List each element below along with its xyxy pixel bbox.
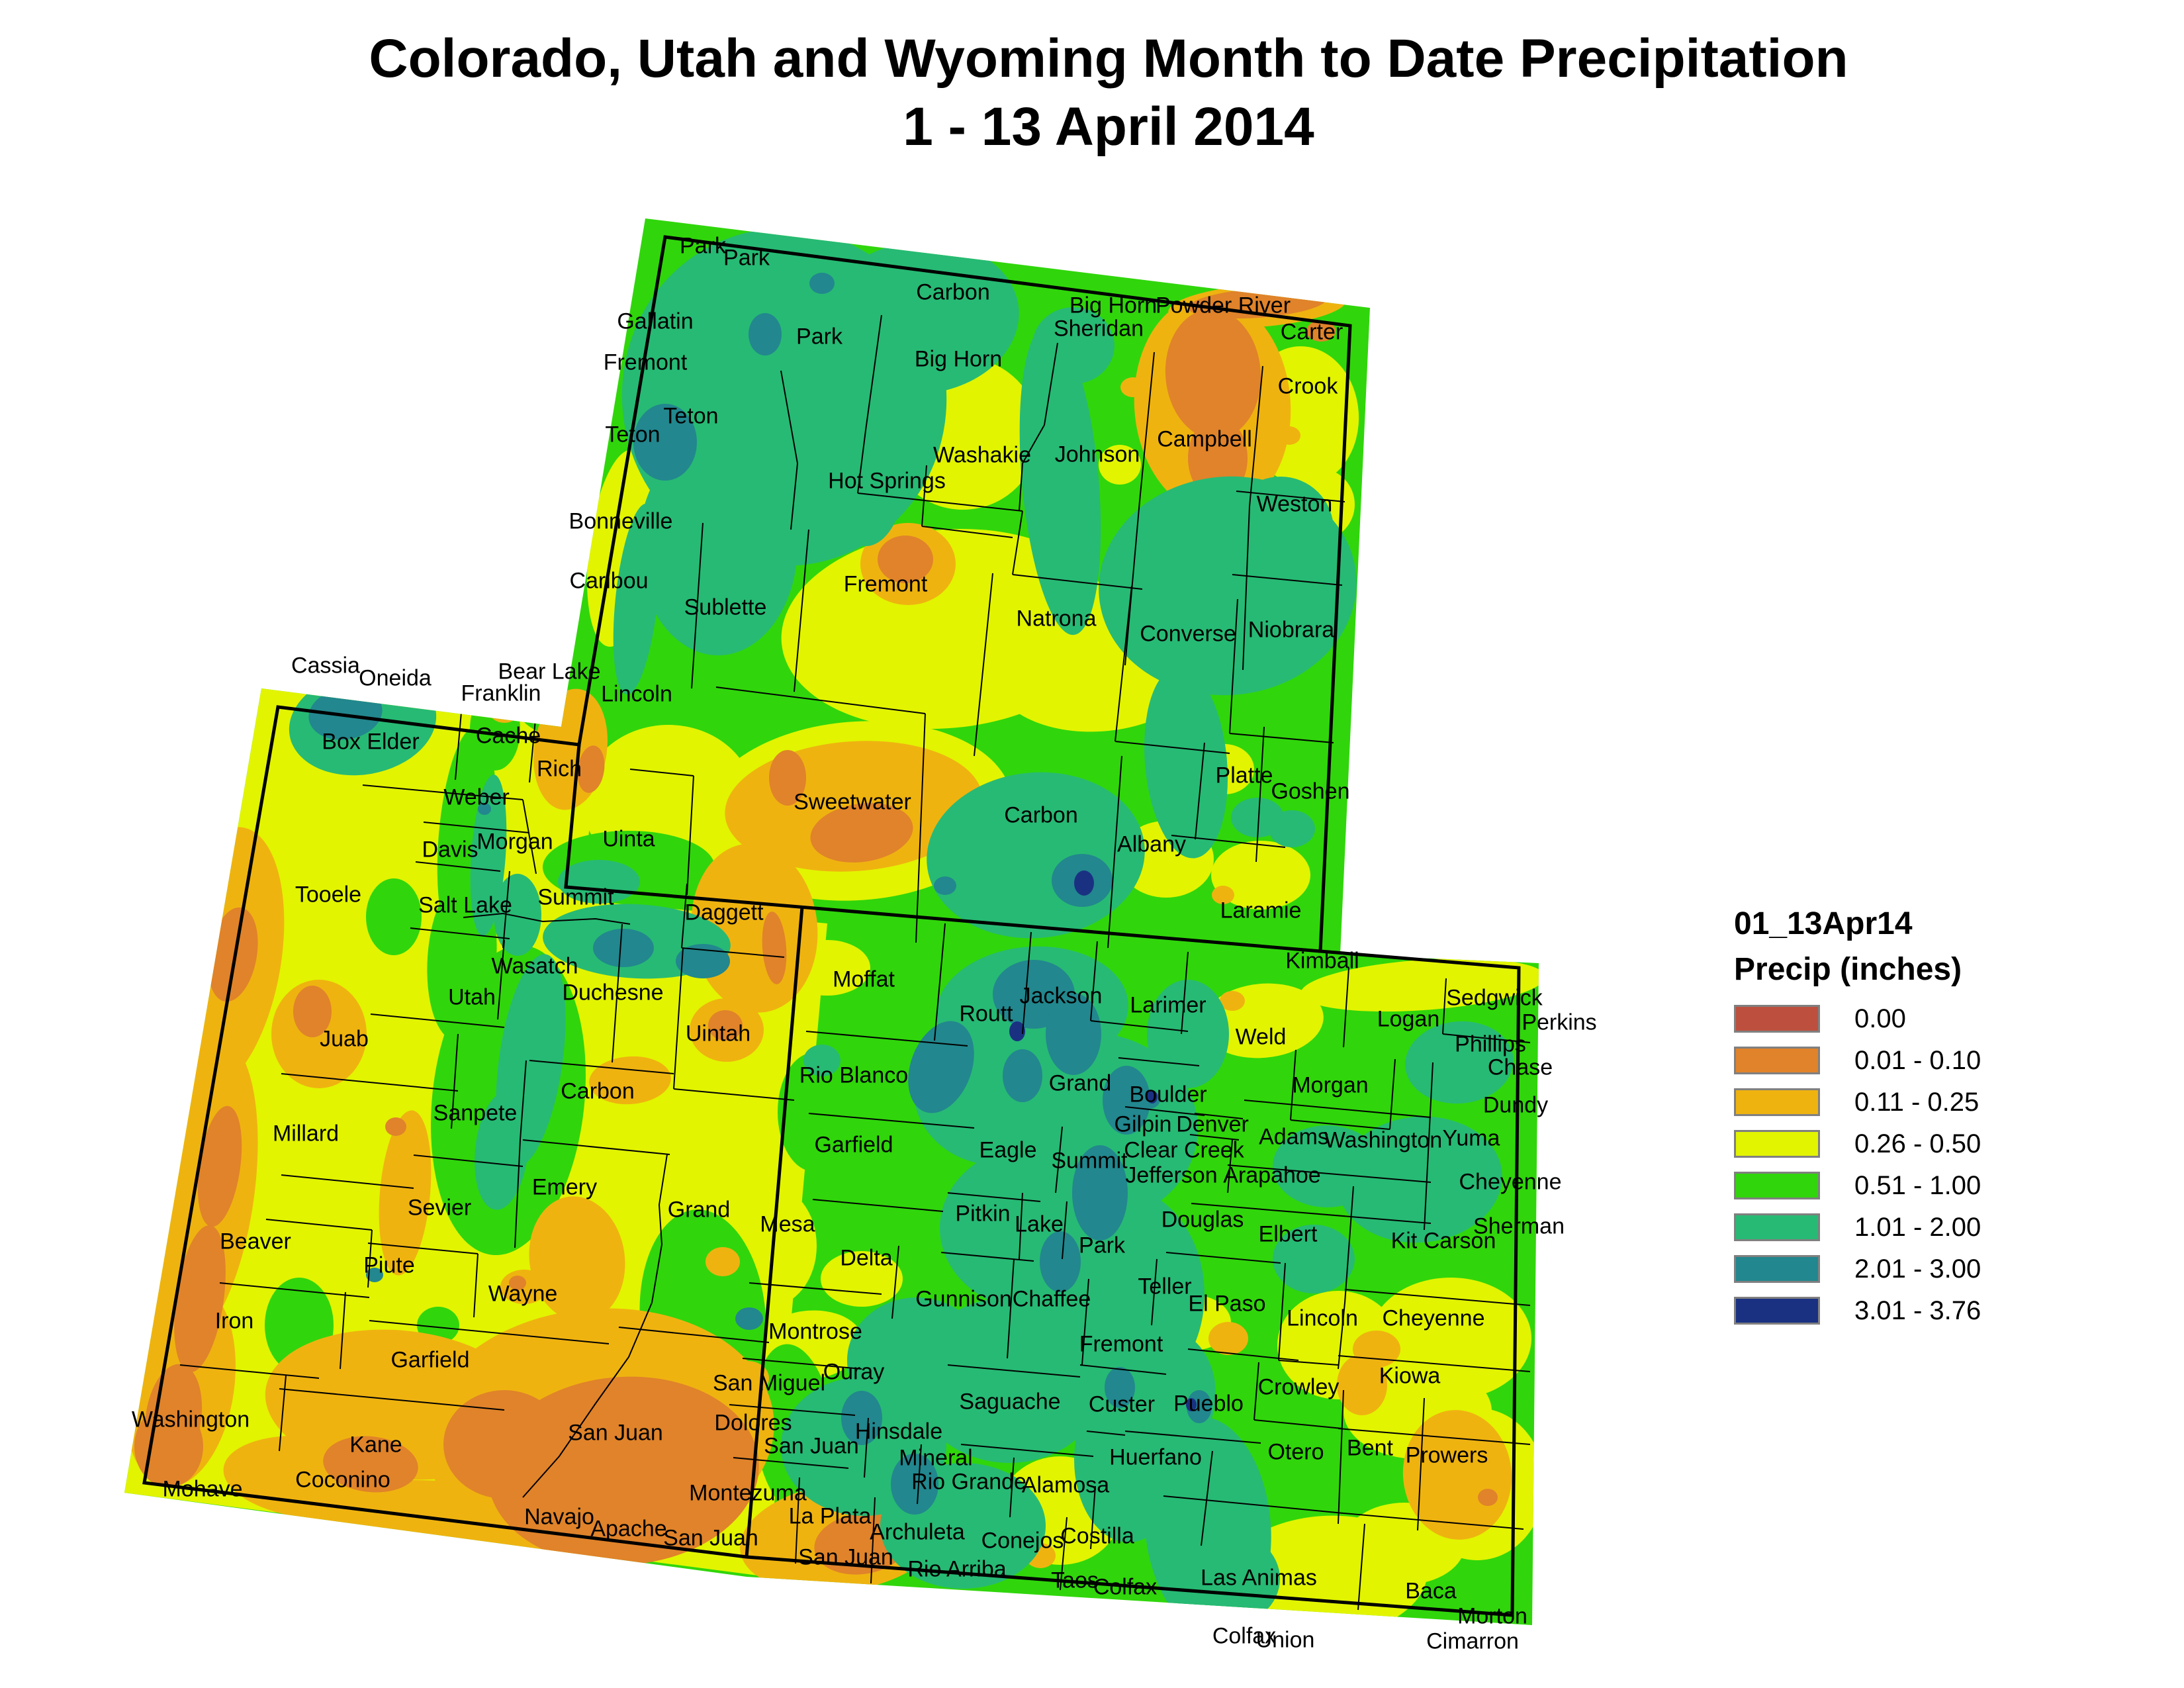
legend-swatch	[1734, 1005, 1820, 1033]
legend-item-label: 0.00	[1854, 1004, 1906, 1033]
legend-row: 0.01 - 0.10	[1734, 1045, 1981, 1075]
legend-swatch	[1734, 1172, 1820, 1199]
legend-item-label: 0.51 - 1.00	[1854, 1170, 1981, 1200]
legend-swatch	[1734, 1088, 1820, 1116]
map-title-line2: 1 - 13 April 2014	[903, 96, 1314, 157]
legend-item-label: 0.11 - 0.25	[1854, 1087, 1979, 1117]
legend-item-label: 2.01 - 3.00	[1854, 1254, 1981, 1284]
legend-item-label: 0.26 - 0.50	[1854, 1129, 1981, 1158]
legend-row: 2.01 - 3.00	[1734, 1254, 1981, 1284]
legend: 01_13Apr14 Precip (inches) 0.00 0.01 - 0.…	[1734, 906, 1981, 1338]
legend-row: 1.01 - 2.00	[1734, 1212, 1981, 1242]
map-title: Colorado, Utah and Wyoming Month to Date…	[369, 25, 1848, 161]
legend-row: 3.01 - 3.76	[1734, 1295, 1981, 1325]
legend-row: 0.00	[1734, 1004, 1981, 1033]
legend-row: 0.26 - 0.50	[1734, 1129, 1981, 1158]
map-title-line1: Colorado, Utah and Wyoming Month to Date…	[369, 28, 1848, 89]
legend-title: 01_13Apr14	[1734, 906, 1913, 941]
legend-swatch	[1734, 1047, 1820, 1074]
legend-item-label: 3.01 - 3.76	[1854, 1295, 1981, 1325]
legend-swatch	[1734, 1213, 1820, 1241]
legend-items: 0.00 0.01 - 0.10 0.11 - 0.25 0.26 - 0.50 0.5…	[1734, 1004, 1981, 1325]
legend-swatch	[1734, 1255, 1820, 1283]
legend-item-label: 0.01 - 0.10	[1854, 1045, 1981, 1075]
legend-swatch	[1734, 1297, 1820, 1325]
legend-item-label: 1.01 - 2.00	[1854, 1212, 1981, 1242]
legend-row: 0.51 - 1.00	[1734, 1170, 1981, 1200]
legend-subtitle: Precip (inches)	[1734, 952, 1962, 987]
legend-swatch	[1734, 1130, 1820, 1158]
county-boundaries	[179, 314, 1531, 1611]
legend-row: 0.11 - 0.25	[1734, 1087, 1981, 1117]
state-borders	[142, 235, 1521, 1617]
